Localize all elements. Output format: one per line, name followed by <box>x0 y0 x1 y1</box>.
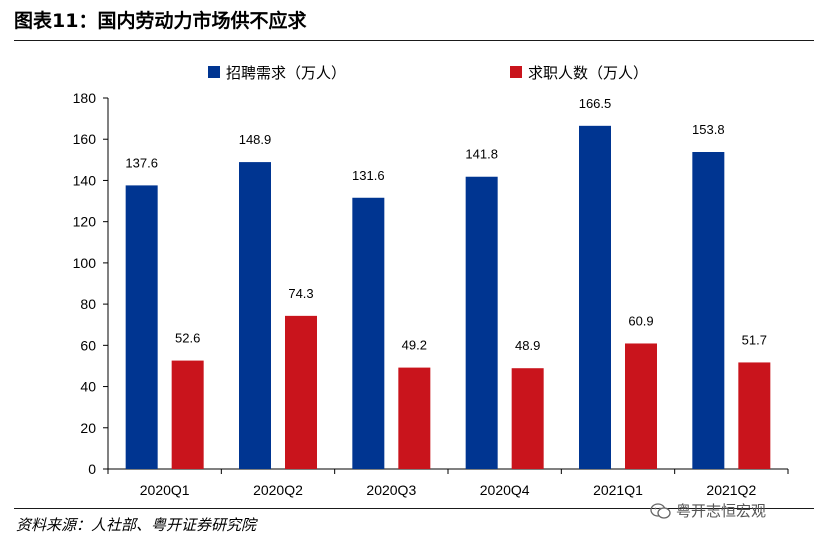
data-label-job-seekers: 52.6 <box>175 331 200 346</box>
title-divider <box>14 40 814 41</box>
y-tick-label: 160 <box>73 131 97 147</box>
legend-item-recruitment-demand: 招聘需求（万人） <box>226 64 346 82</box>
bar-job-seekers <box>738 362 771 469</box>
source-note: 资料来源：人社部、粤开证券研究院 <box>16 516 257 534</box>
bar-recruitment-demand <box>352 197 385 469</box>
bar-job-seekers <box>398 367 431 469</box>
footer-divider <box>14 508 814 509</box>
bar-job-seekers <box>625 343 657 469</box>
data-label-job-seekers: 48.9 <box>515 338 540 353</box>
data-label-recruitment-demand: 148.9 <box>239 132 272 147</box>
x-tick-label: 2020Q4 <box>480 482 530 498</box>
bar-recruitment-demand <box>692 152 725 470</box>
y-tick-label: 140 <box>73 172 97 188</box>
wechat-icon <box>650 502 671 519</box>
legend-item-job-seekers: 求职人数（万人） <box>528 64 648 82</box>
y-tick-label: 0 <box>88 461 96 477</box>
data-label-recruitment-demand: 166.5 <box>579 96 612 111</box>
bar-recruitment-demand <box>465 176 498 470</box>
bar-recruitment-demand <box>125 185 158 469</box>
bar-job-seekers <box>171 360 204 469</box>
data-label-recruitment-demand: 141.8 <box>465 147 498 162</box>
data-label-recruitment-demand: 131.6 <box>352 168 385 183</box>
watermark-text: 粤开志恒宏观 <box>676 502 767 520</box>
bar-recruitment-demand <box>239 162 271 469</box>
x-tick-label: 2020Q3 <box>366 482 416 498</box>
y-tick-label: 40 <box>80 379 96 395</box>
figure-title: 图表11：国内劳动力市场供不应求 <box>14 10 307 32</box>
y-tick-label: 180 <box>73 90 97 106</box>
y-tick-label: 60 <box>80 337 96 353</box>
data-label-job-seekers: 60.9 <box>628 313 653 328</box>
data-label-job-seekers: 74.3 <box>288 286 313 301</box>
x-tick-label: 2020Q2 <box>253 482 303 498</box>
bar-recruitment-demand <box>579 125 611 469</box>
x-tick-label: 2021Q2 <box>706 482 756 498</box>
y-tick-label: 20 <box>80 420 96 436</box>
bar-job-seekers <box>511 368 544 469</box>
y-tick-label: 100 <box>73 255 97 271</box>
watermark: 粤开志恒宏观 <box>650 500 766 521</box>
data-label-job-seekers: 51.7 <box>742 332 767 347</box>
y-tick-label: 80 <box>80 296 96 312</box>
data-label-recruitment-demand: 153.8 <box>692 122 725 137</box>
data-label-job-seekers: 49.2 <box>402 338 427 353</box>
x-tick-label: 2020Q1 <box>140 482 190 498</box>
legend-swatch <box>510 66 522 78</box>
data-label-recruitment-demand: 137.6 <box>125 155 158 170</box>
legend-swatch <box>208 66 220 78</box>
y-tick-label: 120 <box>73 214 97 230</box>
x-tick-label: 2021Q1 <box>593 482 643 498</box>
bar-job-seekers <box>285 315 317 469</box>
